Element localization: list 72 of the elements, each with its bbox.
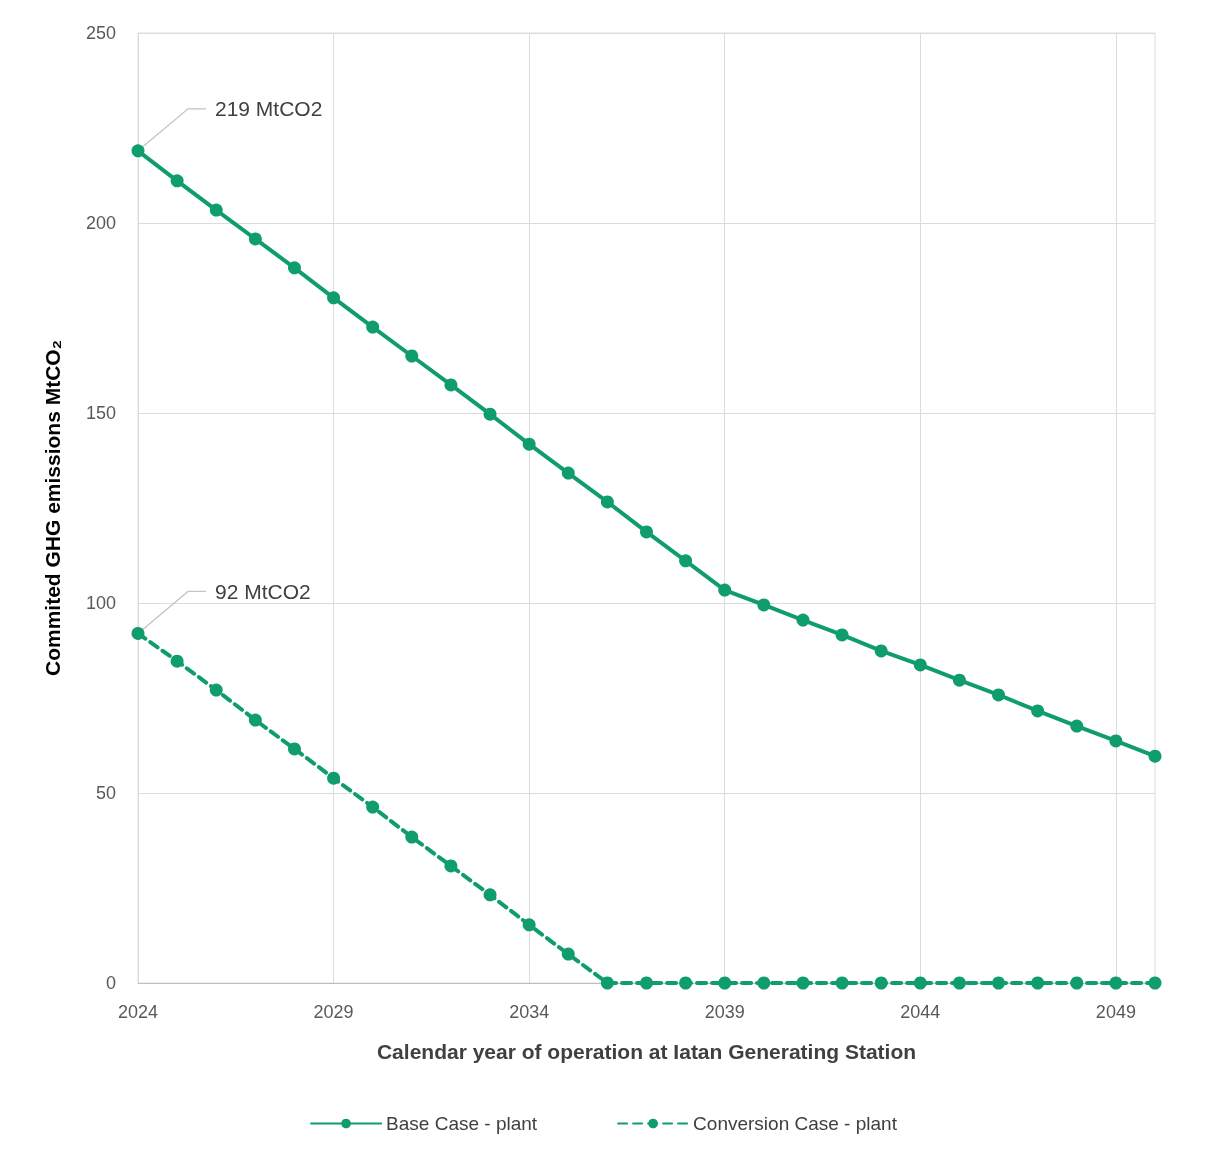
point (287, 742, 301, 756)
point (679, 554, 693, 568)
annotation: 219 MtCO2 (215, 97, 323, 121)
point (952, 673, 966, 687)
x-tick-label: 2029 (313, 1002, 354, 1022)
point (405, 830, 419, 844)
x-tick-label: 2039 (704, 1002, 745, 1022)
point (209, 683, 223, 697)
x-tick-label: 2024 (117, 1002, 159, 1022)
point (796, 613, 810, 627)
y-tick-label: 0 (105, 973, 116, 993)
point (835, 976, 849, 990)
point (131, 626, 145, 640)
point (561, 466, 575, 480)
point (561, 947, 575, 961)
point (757, 598, 771, 612)
point (483, 407, 497, 421)
point (444, 378, 458, 392)
point (600, 976, 614, 990)
x-tick-label: 2044 (900, 1002, 941, 1022)
point (327, 771, 341, 785)
point (248, 713, 262, 727)
point (913, 658, 927, 672)
point (131, 144, 145, 158)
point (913, 976, 927, 990)
point (640, 525, 653, 539)
point (600, 495, 614, 509)
point (1070, 976, 1084, 990)
point (327, 291, 341, 305)
point (366, 320, 380, 334)
legend-label: Base Case - plant (386, 1113, 538, 1134)
point (757, 976, 771, 990)
y-tick-label: 200 (85, 213, 116, 233)
x-tick-label: 2049 (1095, 1002, 1136, 1022)
y-tick-label: 100 (85, 593, 116, 613)
point (170, 174, 184, 188)
point (1031, 704, 1045, 718)
point (718, 976, 732, 990)
point (1148, 976, 1162, 990)
point (522, 437, 536, 451)
point (248, 232, 262, 246)
point (287, 261, 301, 275)
point (718, 583, 732, 597)
y-axis-title: Commited GHG emissions MtCO₂ (41, 339, 64, 677)
point (835, 628, 849, 642)
point (444, 859, 458, 873)
point (1148, 749, 1162, 763)
point (640, 976, 653, 990)
y-tick-label: 50 (95, 783, 116, 803)
point (522, 918, 536, 932)
point (405, 349, 419, 363)
point (952, 976, 966, 990)
x-axis-title: Calendar year of operation at Iatan Generating Station (376, 1040, 917, 1063)
legend-label: Conversion Case - plant (693, 1113, 898, 1134)
point (366, 800, 380, 814)
point (1109, 976, 1123, 990)
point (874, 644, 888, 658)
point (1031, 976, 1045, 990)
point (679, 976, 693, 990)
point (1070, 719, 1084, 733)
point (483, 888, 497, 902)
point (796, 976, 810, 990)
point (209, 203, 223, 217)
annotation: 92 MtCO2 (215, 579, 311, 603)
point (1109, 734, 1123, 748)
x-tick-label: 2034 (509, 1002, 550, 1022)
point (874, 976, 888, 990)
point (992, 976, 1006, 990)
y-tick-label: 150 (85, 403, 116, 423)
y-tick-label: 250 (85, 23, 116, 43)
point (170, 654, 184, 668)
point (992, 688, 1006, 702)
